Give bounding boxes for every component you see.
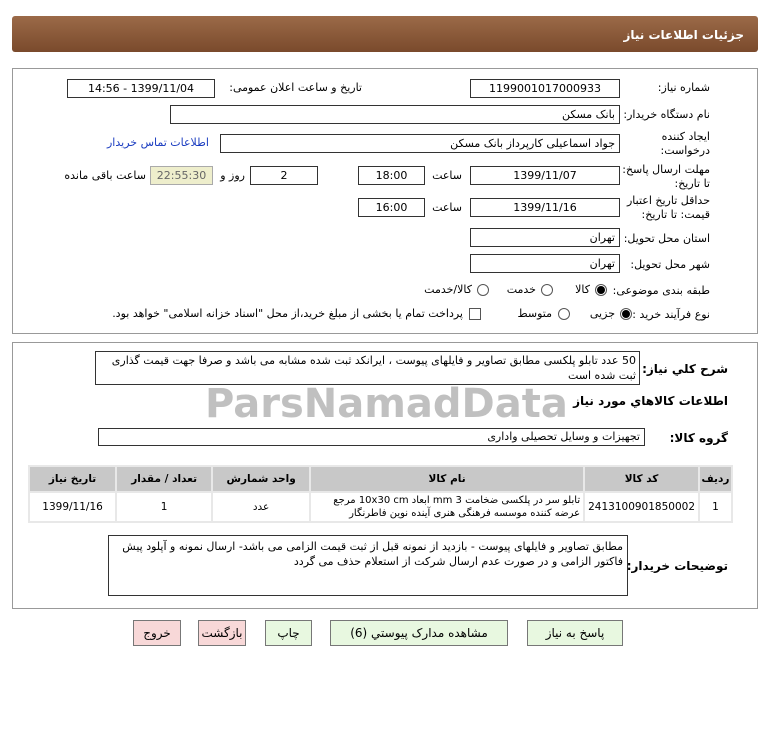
validity-label: حداقل تاریخ اعتبار قیمت: تا تاریخ: [626, 194, 710, 221]
description-label: شرح کلي نياز: [642, 362, 728, 376]
col-date: تاریخ نیاز [30, 467, 116, 491]
validity-date-field: 1399/11/16 [470, 198, 620, 217]
process-radio-medium[interactable] [558, 308, 570, 320]
reply-button[interactable]: پاسخ به نیاز [527, 620, 623, 646]
province-label: استان محل تحویل: [623, 232, 710, 245]
notes-label: توضیحات خریدار: [626, 559, 728, 573]
buyer-org-label: نام دستگاه خریدار: [623, 108, 710, 121]
cell-code: 2413100901850002 [585, 493, 698, 521]
treasury-payment-checkbox[interactable] [469, 308, 481, 320]
group-field: تجهیزات و وسایل تحصیلی واداری [98, 428, 645, 446]
days-field: 2 [250, 166, 318, 185]
view-attachments-button[interactable]: مشاهده مدارک پیوستي (6) [330, 620, 508, 646]
col-code: کد کالا [585, 467, 698, 491]
back-button[interactable]: بازگشت [198, 620, 246, 646]
cell-date: 1399/11/16 [30, 493, 116, 521]
cell-qty: 1 [117, 493, 212, 521]
province-field: تهران [470, 228, 620, 247]
col-unit: واحد شمارش [213, 467, 310, 491]
category-goods-label: کالا [575, 283, 590, 296]
process-minor-label: جزیی [589, 307, 615, 320]
contact-buyer-link[interactable]: اطلاعات تماس خریدار [107, 136, 209, 149]
deadline-label: مهلت ارسال پاسخ: تا تاریخ: [622, 163, 710, 190]
notes-field: مطابق تصاویر و فایلهای پیوست - بازدید از… [108, 535, 628, 596]
deadline-date-field: 1399/11/07 [470, 166, 620, 185]
need-number-label: شماره نیاز: [657, 81, 710, 94]
announce-label: تاریخ و ساعت اعلان عمومی: [229, 81, 362, 94]
category-radio-service[interactable] [541, 284, 553, 296]
deadline-time-label: ساعت [432, 169, 462, 182]
deadline-time-field: 18:00 [358, 166, 425, 185]
print-button[interactable]: چاپ [265, 620, 312, 646]
col-qty: تعداد / مقدار [117, 467, 212, 491]
remaining-label: ساعت باقی مانده [64, 169, 146, 182]
process-medium-label: متوسط [517, 307, 552, 320]
cell-row: 1 [700, 493, 731, 521]
process-label: نوع فرآیند خرید : [632, 308, 710, 321]
col-name: نام کالا [311, 467, 584, 491]
validity-time-label: ساعت [432, 201, 462, 214]
need-number-field: 1199001017000933 [470, 79, 620, 98]
creator-field: جواد اسماعیلی کارپرداز بانک مسکن [220, 134, 620, 153]
category-service-label: خدمت [506, 283, 536, 296]
category-label: طبقه بندی موضوعی: [612, 284, 710, 297]
col-row: رديف [700, 467, 731, 491]
city-field: تهران [470, 254, 620, 273]
exit-button[interactable]: خروج [133, 620, 181, 646]
cell-name: تابلو سر در پلکسی ضخامت 3 mm ابعاد 10x30… [311, 493, 584, 521]
page-header: جزئیات اطلاعات نیاز [12, 16, 758, 52]
category-radio-goods-service[interactable] [477, 284, 489, 296]
group-label: گروه کالا: [669, 431, 728, 445]
buyer-org-field: بانک مسکن [170, 105, 620, 124]
days-label: روز و [220, 169, 245, 182]
process-radio-minor[interactable] [620, 308, 632, 320]
description-field: 50 عدد تابلو پلکسی مطابق تصاویر و فایلها… [95, 351, 640, 385]
city-label: شهر محل تحویل: [630, 258, 710, 271]
category-radio-goods[interactable] [595, 284, 607, 296]
announce-field: 1399/11/04 - 14:56 [67, 79, 215, 98]
creator-label: ایجاد کننده درخواست: [660, 130, 710, 157]
validity-time-field: 16:00 [358, 198, 425, 217]
goods-table: رديف کد کالا نام کالا واحد شمارش تعداد /… [28, 465, 733, 523]
cell-unit: عدد [213, 493, 310, 521]
category-goods-service-label: کالا/خدمت [424, 283, 472, 296]
table-row: 1 2413100901850002 تابلو سر در پلکسی ضخا… [30, 493, 731, 521]
treasury-payment-text: پرداخت تمام یا بخشی از مبلغ خرید،از محل … [112, 307, 463, 320]
goods-info-title: اطلاعات کالاهاي مورد نياز [573, 394, 728, 408]
remaining-time-field: 22:55:30 [150, 166, 213, 185]
